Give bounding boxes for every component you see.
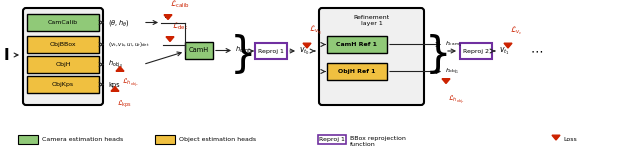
Text: }: } — [230, 34, 256, 76]
Bar — [27, 14, 99, 31]
Text: CamCalib: CamCalib — [48, 20, 78, 25]
Bar — [18, 135, 38, 144]
Bar — [27, 56, 99, 73]
Text: $\mathcal{L}_{v_{t_0}}$: $\mathcal{L}_{v_{t_0}}$ — [309, 24, 323, 37]
Text: ObjKps: ObjKps — [52, 82, 74, 87]
Bar — [327, 63, 387, 80]
Text: $h_{{\rm obj}_1}$: $h_{{\rm obj}_1}$ — [445, 66, 460, 77]
Polygon shape — [442, 79, 450, 84]
Text: $\mathbf{I}$: $\mathbf{I}$ — [3, 47, 9, 63]
Text: Object estimation heads: Object estimation heads — [179, 137, 256, 142]
Text: $h_{{\rm obj}_0}$: $h_{{\rm obj}_0}$ — [108, 59, 123, 70]
Text: Reproj 1: Reproj 1 — [258, 49, 284, 54]
Polygon shape — [552, 135, 560, 140]
Polygon shape — [111, 86, 119, 91]
Text: ObjH Ref 1: ObjH Ref 1 — [339, 69, 376, 74]
Bar — [27, 76, 99, 93]
Bar — [155, 135, 175, 144]
Text: ObjBBox: ObjBBox — [50, 42, 76, 47]
Text: Reproj 2: Reproj 2 — [463, 49, 489, 54]
Bar — [185, 42, 213, 59]
Text: $\mathcal{L}_{h_{{\rm obj}_0}}$: $\mathcal{L}_{h_{{\rm obj}_0}}$ — [122, 76, 139, 89]
Text: $v_0$: $v_0$ — [163, 12, 172, 22]
Text: $\mathcal{L}_{\rm calib}$: $\mathcal{L}_{\rm calib}$ — [170, 0, 189, 11]
Text: Loss: Loss — [563, 137, 577, 142]
Polygon shape — [116, 67, 124, 71]
Polygon shape — [164, 15, 172, 19]
Polygon shape — [166, 37, 174, 41]
Polygon shape — [504, 43, 512, 48]
Text: }: } — [425, 34, 451, 76]
Polygon shape — [303, 43, 311, 48]
FancyBboxPatch shape — [319, 8, 424, 105]
Text: Camera estimation heads: Camera estimation heads — [42, 137, 124, 142]
Text: $v_{t_1}$: $v_{t_1}$ — [499, 45, 509, 57]
Text: $v_{t_0}$: $v_{t_0}$ — [299, 45, 310, 57]
Text: $\mathcal{L}_{h_{{\rm obj}_1}}$: $\mathcal{L}_{h_{{\rm obj}_1}}$ — [448, 93, 465, 106]
Text: $\mathcal{L}_{\rm det}$: $\mathcal{L}_{\rm det}$ — [172, 21, 188, 32]
Text: $(\theta, h_\theta)$: $(\theta, h_\theta)$ — [108, 17, 129, 28]
Text: CamH: CamH — [189, 47, 209, 54]
Bar — [318, 135, 346, 144]
Text: $\mathcal{L}_{v_c}$: $\mathcal{L}_{v_c}$ — [510, 24, 522, 37]
Bar — [255, 43, 287, 59]
Bar — [327, 36, 387, 53]
Text: $(v_t, v_b, u_l, u_r)_{\rm det}$: $(v_t, v_b, u_l, u_r)_{\rm det}$ — [108, 40, 150, 49]
Text: Reproj 1: Reproj 1 — [319, 137, 345, 142]
Text: ObjH: ObjH — [55, 62, 71, 67]
Bar — [460, 43, 492, 59]
Text: $h_{{\rm cam}_1}$: $h_{{\rm cam}_1}$ — [445, 40, 462, 49]
FancyBboxPatch shape — [23, 8, 103, 105]
Text: $\mathcal{L}_{\rm kps}$: $\mathcal{L}_{\rm kps}$ — [117, 99, 132, 110]
Text: kps: kps — [108, 82, 120, 88]
Bar — [27, 36, 99, 53]
Text: BBox reprojection
function: BBox reprojection function — [350, 136, 406, 147]
Text: Refinement
layer 1: Refinement layer 1 — [353, 15, 390, 26]
Text: $h_{{\rm cam}_0}$: $h_{{\rm cam}_0}$ — [235, 45, 253, 56]
Text: $\cdots$: $\cdots$ — [530, 45, 543, 58]
Text: CamH Ref 1: CamH Ref 1 — [337, 42, 378, 47]
